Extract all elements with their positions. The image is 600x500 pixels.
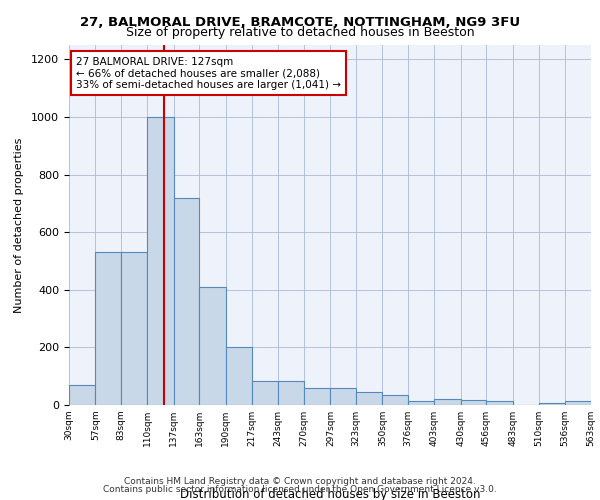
- Text: Contains public sector information licensed under the Open Government Licence v3: Contains public sector information licen…: [103, 485, 497, 494]
- Bar: [148, 117, 174, 405]
- Bar: [539, 402, 565, 405]
- Text: Contains HM Land Registry data © Crown copyright and database right 2024.: Contains HM Land Registry data © Crown c…: [124, 477, 476, 486]
- Y-axis label: Number of detached properties: Number of detached properties: [14, 138, 24, 312]
- Text: 27, BALMORAL DRIVE, BRAMCOTE, NOTTINGHAM, NG9 3FU: 27, BALMORAL DRIVE, BRAMCOTE, NOTTINGHAM…: [80, 16, 520, 29]
- Bar: [434, 399, 461, 405]
- Text: 27 BALMORAL DRIVE: 127sqm
← 66% of detached houses are smaller (2,088)
33% of se: 27 BALMORAL DRIVE: 127sqm ← 66% of detac…: [76, 56, 341, 90]
- Bar: [565, 402, 591, 405]
- Bar: [278, 380, 304, 405]
- Bar: [252, 380, 278, 405]
- Bar: [174, 198, 199, 405]
- Bar: [382, 395, 408, 405]
- X-axis label: Distribution of detached houses by size in Beeston: Distribution of detached houses by size …: [180, 488, 480, 500]
- Bar: [356, 392, 382, 405]
- Bar: [461, 400, 486, 405]
- Bar: [331, 388, 356, 405]
- Bar: [95, 252, 121, 405]
- Bar: [199, 287, 226, 405]
- Bar: [304, 388, 331, 405]
- Bar: [486, 400, 512, 405]
- Bar: [226, 348, 252, 405]
- Bar: [121, 252, 148, 405]
- Bar: [69, 385, 95, 405]
- Bar: [408, 400, 434, 405]
- Text: Size of property relative to detached houses in Beeston: Size of property relative to detached ho…: [125, 26, 475, 39]
